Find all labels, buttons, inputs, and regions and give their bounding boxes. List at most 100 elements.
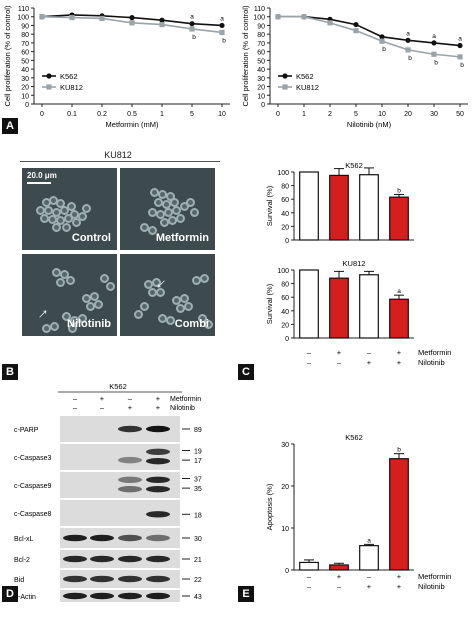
bar bbox=[329, 277, 349, 339]
cell bbox=[176, 214, 185, 223]
micrograph-title-rule bbox=[20, 161, 220, 162]
y-tick-label: 20 bbox=[281, 484, 289, 491]
chart-k562-apoptosis: K562 0 10 20 30 Apoptosis (%) a b bbox=[265, 433, 414, 575]
y-tick-label: 60 bbox=[257, 50, 265, 57]
blot-band bbox=[63, 555, 87, 563]
cell bbox=[190, 208, 199, 217]
y-tick-label: 10 bbox=[21, 93, 29, 100]
cell bbox=[94, 300, 103, 309]
blot-band bbox=[118, 456, 142, 464]
metformin-sign: – bbox=[367, 348, 372, 357]
bar bbox=[299, 561, 319, 571]
blot-marker-label: Bcl-xL bbox=[14, 536, 34, 543]
y-tick-label: 100 bbox=[17, 15, 29, 22]
y-tick-label: 10 bbox=[257, 93, 265, 100]
metformin-row-label: Metformin bbox=[418, 572, 451, 581]
significance-label: b bbox=[408, 55, 412, 62]
chart-title: KU812 bbox=[343, 259, 366, 268]
y-tick-label: 20 bbox=[281, 322, 289, 329]
blot-band bbox=[146, 575, 170, 583]
series-line-ku812 bbox=[278, 15, 461, 58]
nilotinib-row-label: Nilotinib bbox=[418, 582, 445, 591]
blot-marker-label: Bid bbox=[14, 577, 24, 584]
panel-label-d: D bbox=[2, 586, 18, 602]
y-tick-label: 60 bbox=[21, 50, 29, 57]
y-tick-label: 80 bbox=[257, 32, 265, 39]
scale-bar-label: 20.0 μm bbox=[27, 171, 57, 180]
micrograph-label-combi: Combi bbox=[174, 318, 209, 330]
blot-strip bbox=[60, 444, 180, 470]
bar bbox=[389, 196, 409, 241]
blot-band bbox=[118, 476, 142, 483]
significance-label: a bbox=[220, 15, 224, 22]
x-tick-label: 0 bbox=[276, 111, 280, 118]
y-tick-label: 100 bbox=[277, 268, 289, 275]
blot-band bbox=[118, 555, 142, 563]
blot-band bbox=[90, 555, 114, 563]
y-tick-label: 20 bbox=[257, 85, 265, 92]
metformin-sign: – bbox=[307, 348, 312, 357]
blot-band bbox=[90, 534, 114, 542]
metformin-sign: – bbox=[367, 572, 372, 581]
y-tick-label: 100 bbox=[277, 170, 289, 177]
chart-title: K562 bbox=[345, 433, 363, 442]
bar bbox=[329, 174, 349, 241]
nilotinib-sign: + bbox=[128, 403, 133, 412]
significance-label: b bbox=[434, 59, 438, 66]
nilotinib-sign: – bbox=[100, 403, 105, 412]
kda-label: 89 bbox=[194, 427, 202, 434]
data-point-ku812 bbox=[99, 15, 105, 22]
nilotinib-sign: + bbox=[367, 358, 372, 367]
blot-band bbox=[146, 592, 170, 600]
x-tick-label: 0.1 bbox=[67, 111, 77, 118]
bar bbox=[359, 274, 379, 339]
nilotinib-row-label: Nilotinib bbox=[170, 405, 195, 412]
cell bbox=[50, 322, 59, 331]
cell bbox=[184, 302, 193, 311]
x-tick-label: 5 bbox=[190, 111, 194, 118]
micrograph-label-metformin: Metformin bbox=[155, 232, 209, 244]
cell bbox=[198, 314, 207, 323]
data-point-k562 bbox=[159, 17, 165, 23]
metformin-sign: – bbox=[307, 572, 312, 581]
data-point-ku812 bbox=[405, 47, 411, 53]
bar bbox=[389, 298, 409, 339]
kda-label: 43 bbox=[194, 594, 202, 601]
blot-band bbox=[146, 476, 170, 483]
kda-label: 22 bbox=[194, 577, 202, 584]
kda-label: 35 bbox=[194, 486, 202, 493]
nilotinib-sign: + bbox=[397, 358, 402, 367]
nilotinib-row-label: Nilotinib bbox=[418, 358, 445, 367]
blot-band bbox=[146, 485, 170, 493]
y-axis-label: Cell proliferation (% of control) bbox=[241, 5, 250, 106]
y-tick-label: 60 bbox=[281, 197, 289, 204]
metformin-row-label: Metformin bbox=[418, 348, 451, 357]
scale-bar bbox=[27, 182, 51, 184]
legend-label: K562 bbox=[296, 72, 314, 81]
panel-c: K562 0 20 40 60 80 100 Survival (%) b KU812 0 20 40… bbox=[238, 150, 474, 380]
cell bbox=[90, 292, 99, 301]
x-tick-label: 0.2 bbox=[97, 111, 107, 118]
y-axis-label: Survival (%) bbox=[265, 283, 274, 324]
legend-label: KU812 bbox=[60, 83, 83, 92]
x-tick-label: 50 bbox=[456, 111, 464, 118]
data-point-ku812 bbox=[219, 29, 225, 36]
data-point-ku812 bbox=[69, 15, 75, 21]
data-point-k562 bbox=[405, 37, 411, 43]
cell bbox=[152, 278, 161, 287]
x-axis-label: Metformin (mM) bbox=[106, 120, 159, 129]
data-point-k562 bbox=[431, 40, 437, 46]
nilotinib-sign: – bbox=[307, 358, 312, 367]
bar bbox=[389, 458, 409, 571]
blot-band bbox=[118, 592, 142, 600]
y-tick-label: 40 bbox=[21, 67, 29, 74]
cell bbox=[62, 312, 71, 321]
blot-band bbox=[118, 425, 142, 433]
data-point-k562 bbox=[129, 15, 135, 21]
legend-marker bbox=[46, 73, 52, 79]
significance-label: a bbox=[190, 14, 194, 21]
cell bbox=[72, 218, 81, 227]
